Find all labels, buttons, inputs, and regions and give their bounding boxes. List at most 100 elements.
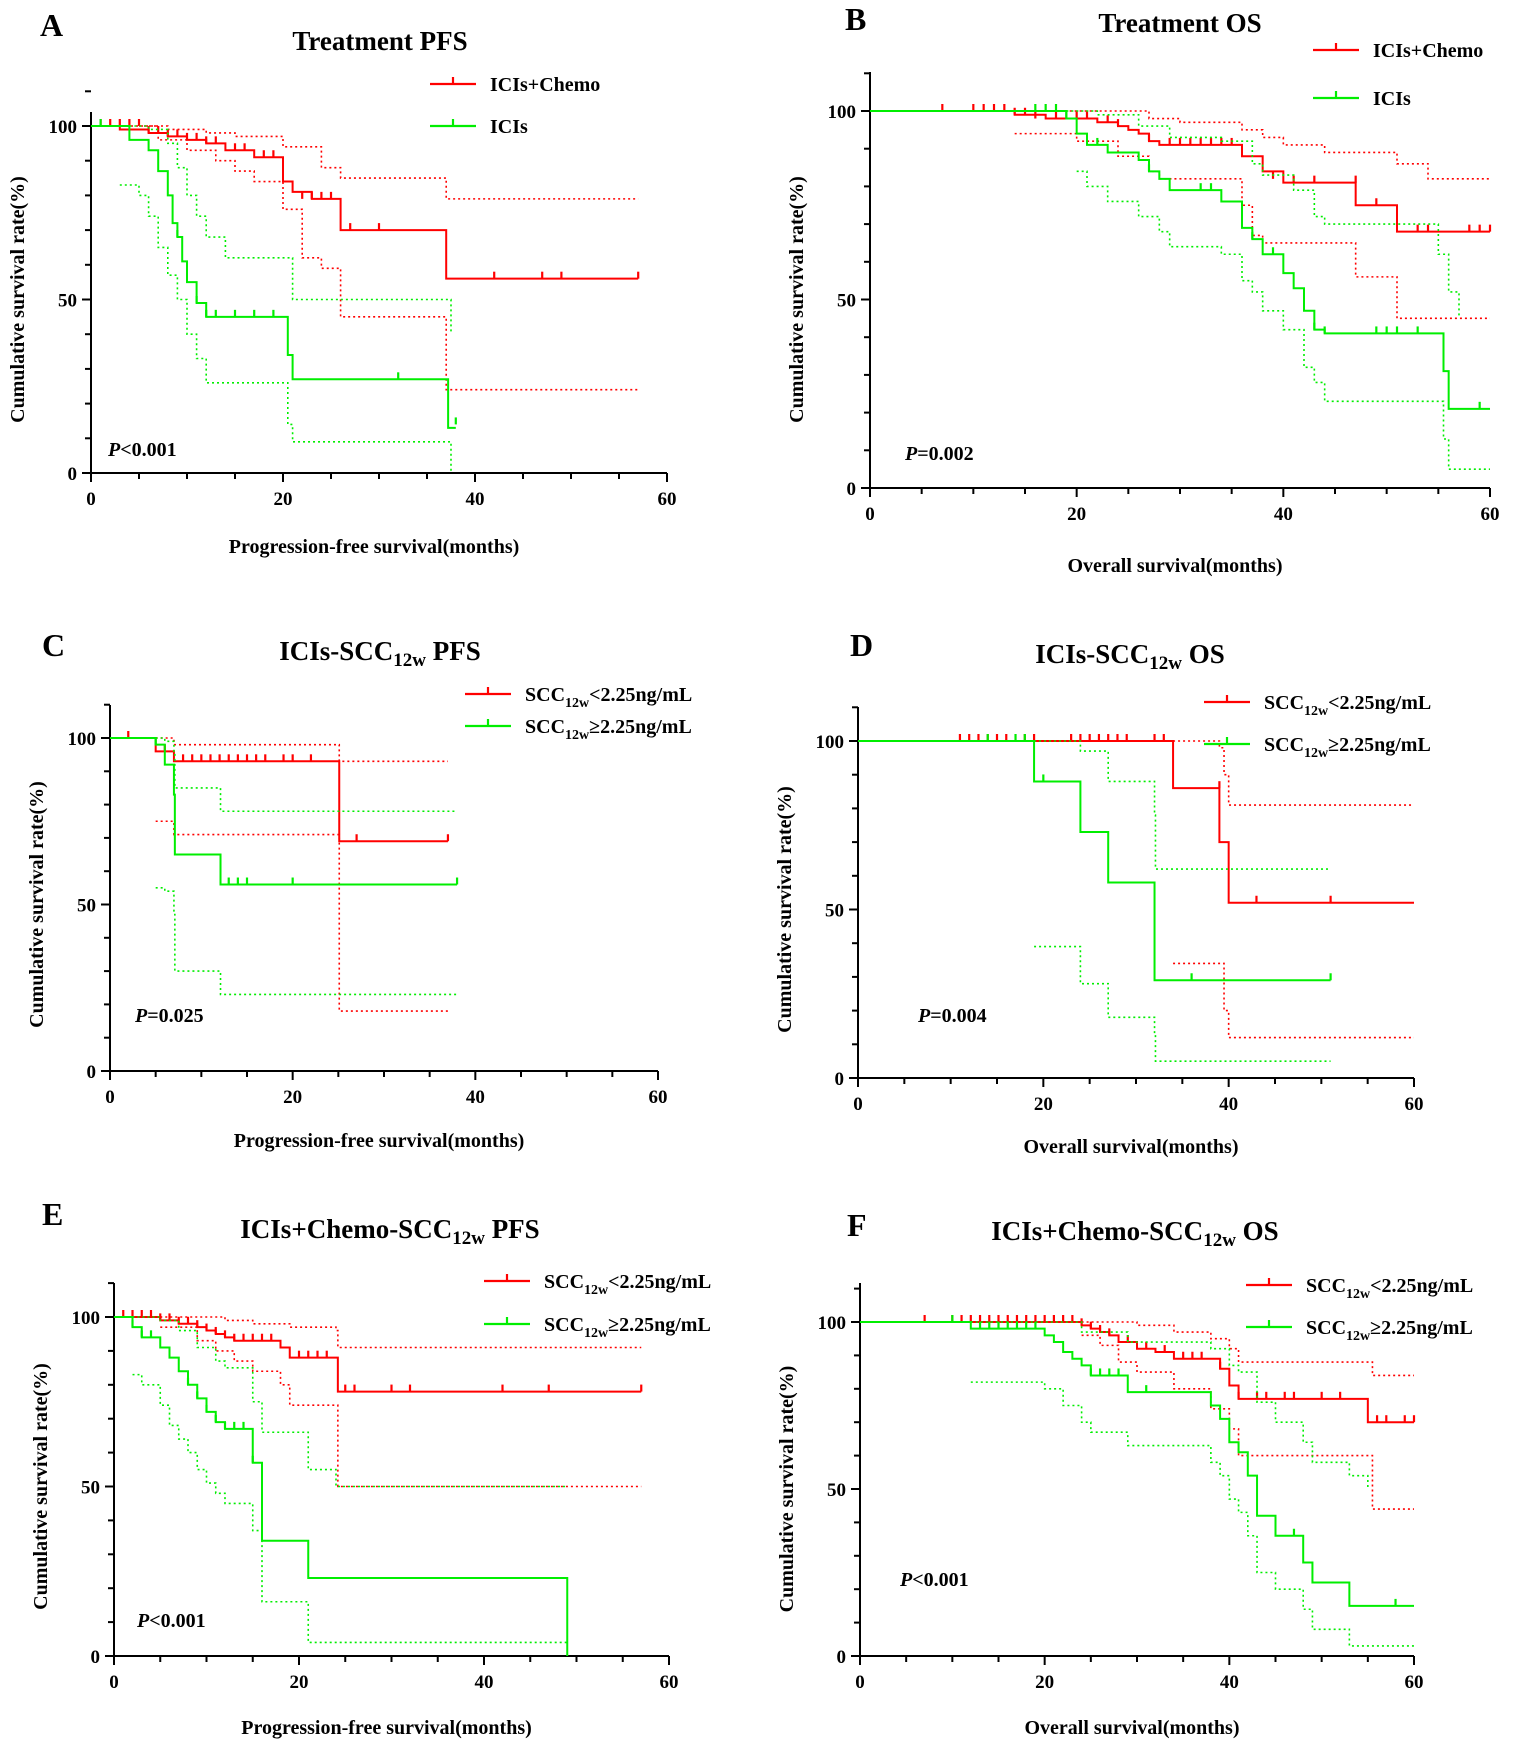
survival-curve [860, 1321, 1414, 1424]
x-tick-label: 0 [109, 1672, 119, 1693]
panel-F: F ICIs+Chemo-SCC12w OS 0 20 40 60 0 50 100 Overal… [776, 1207, 1473, 1739]
y-axis-label: Cumulative survival rate(%) [26, 781, 48, 1028]
x-tick-label: 0 [105, 1087, 115, 1108]
x-axis-label: Overall survival(months) [1024, 1136, 1239, 1158]
survival-curve [858, 740, 1414, 904]
p-value: P<0.001 [136, 1610, 206, 1632]
panel-letter: D [850, 627, 873, 663]
y-tick-label: 0 [847, 479, 857, 500]
legend-item: SCC12w≥2.25ng/mL [484, 1314, 711, 1341]
chart-title: Treatment PFS [292, 26, 467, 56]
y-tick-label: 0 [87, 1062, 97, 1083]
panel-B: B Treatment OS 0 20 40 60 0 50 100 Overall surviv… [786, 1, 1500, 577]
legend-item: ICIs [430, 116, 528, 138]
p-value: P=0.002 [904, 443, 974, 465]
x-tick-label: 20 [290, 1672, 309, 1693]
y-tick-label: 100 [818, 1313, 847, 1334]
x-tick-label: 40 [1219, 1094, 1238, 1115]
panel-letter: F [847, 1207, 867, 1243]
y-tick-label: 100 [72, 1308, 101, 1329]
y-tick-label: 50 [825, 901, 844, 922]
p-value: P=0.025 [134, 1005, 204, 1027]
ci-lower-line [155, 887, 458, 996]
x-tick-label: 60 [1405, 1672, 1424, 1693]
x-tick-label: 40 [475, 1672, 494, 1693]
chart-title: ICIs+Chemo-SCC12w PFS [240, 1214, 539, 1249]
series-red [110, 731, 450, 1012]
survival-curve [858, 740, 1331, 982]
legend-label: SCC12w≥2.25ng/mL [544, 1314, 711, 1341]
y-tick-label: 0 [91, 1647, 101, 1668]
survival-curve [860, 1321, 1414, 1607]
legend-item: SCC12w<2.25ng/mL [465, 684, 692, 711]
panel-letter: E [42, 1196, 63, 1232]
p-value: P<0.001 [899, 1569, 969, 1591]
legend-label: ICIs [1373, 88, 1411, 110]
x-tick-label: 20 [1067, 504, 1086, 525]
y-tick-label: 100 [68, 729, 97, 750]
x-tick-label: 60 [649, 1087, 668, 1108]
survival-curve [870, 110, 1490, 410]
legend-label: SCC12w≥2.25ng/mL [1306, 1317, 1473, 1344]
ci-lower-line [1173, 962, 1414, 1039]
ci-lower-line [1081, 1334, 1414, 1510]
ci-upper-line [970, 1321, 1369, 1489]
p-value: P=0.004 [917, 1005, 987, 1027]
legend-item: SCC12w<2.25ng/mL [484, 1271, 711, 1298]
ci-lower-line [155, 820, 448, 1012]
legend-item: SCC12w≥2.25ng/mL [1246, 1317, 1473, 1344]
series-red [114, 1310, 643, 1488]
p-value: P<0.001 [107, 439, 177, 461]
y-tick-label: 50 [837, 291, 856, 312]
panel-E: E ICIs+Chemo-SCC12w PFS 0 20 40 60 0 50 100 Progr… [30, 1196, 711, 1739]
ci-lower-line [1076, 170, 1490, 470]
survival-curve [91, 125, 456, 429]
y-tick-label: 100 [816, 732, 845, 753]
legend-item: ICIs [1313, 88, 1411, 110]
ci-lower-line [119, 184, 452, 473]
ci-upper-line [155, 737, 458, 813]
series-green [870, 104, 1490, 470]
legend-label: SCC12w≥2.25ng/mL [1264, 734, 1431, 761]
ci-upper-line [91, 125, 639, 200]
y-axis-label: Cumulative survival rate(%) [7, 176, 29, 423]
legend-item: ICIs+Chemo [430, 74, 600, 96]
x-tick-label: 20 [274, 489, 293, 510]
y-axis-label: Cumulative survival rate(%) [776, 1366, 798, 1613]
chart-title: ICIs+Chemo-SCC12w OS [991, 1216, 1278, 1251]
survival-curve [91, 125, 639, 280]
ci-lower-line [139, 125, 639, 391]
ci-lower-line [1014, 132, 1490, 320]
x-tick-label: 20 [283, 1087, 302, 1108]
series-green [860, 1315, 1414, 1647]
ci-upper-line [1014, 110, 1490, 180]
panel-letter: A [40, 7, 63, 43]
y-tick-label: 50 [77, 896, 96, 917]
ci-upper-line [132, 1316, 568, 1488]
x-tick-label: 60 [1481, 504, 1500, 525]
series-green [858, 734, 1332, 1062]
ci-upper-line [1173, 740, 1414, 806]
legend-label: ICIs+Chemo [490, 74, 600, 96]
chart-title: ICIs-SCC12w PFS [279, 636, 481, 671]
y-tick-label: 100 [828, 102, 857, 123]
x-tick-label: 60 [658, 489, 677, 510]
ci-upper-line [1066, 110, 1460, 319]
survival-curve [110, 737, 448, 843]
x-axis-label: Progression-free survival(months) [234, 1130, 525, 1152]
x-axis-label: Overall survival(months) [1025, 1717, 1240, 1739]
ci-upper-line [1034, 740, 1331, 870]
y-axis-label: Cumulative survival rate(%) [786, 176, 808, 423]
series-green [110, 737, 459, 996]
y-tick-label: 50 [81, 1478, 100, 1499]
x-tick-label: 0 [855, 1672, 865, 1693]
x-tick-label: 20 [1034, 1094, 1053, 1115]
panel-letter: B [845, 1, 866, 37]
y-tick-label: 0 [68, 464, 78, 485]
x-tick-label: 0 [86, 489, 96, 510]
x-tick-label: 40 [466, 489, 485, 510]
legend-item: SCC12w<2.25ng/mL [1246, 1275, 1473, 1302]
legend-label: SCC12w≥2.25ng/mL [525, 716, 692, 743]
x-axis-label: Progression-free survival(months) [229, 536, 520, 558]
